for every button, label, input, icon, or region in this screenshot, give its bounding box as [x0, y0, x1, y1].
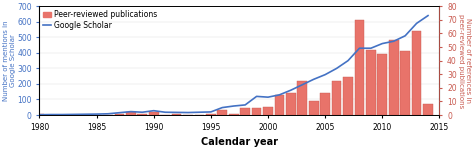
- Bar: [355, 20, 365, 115]
- Bar: [366, 50, 376, 115]
- Bar: [320, 93, 330, 115]
- Bar: [412, 31, 421, 115]
- X-axis label: Calendar year: Calendar year: [201, 137, 278, 147]
- Bar: [126, 112, 136, 115]
- Bar: [115, 114, 124, 115]
- Bar: [229, 114, 238, 115]
- Bar: [389, 40, 399, 115]
- Y-axis label: Number of mentions in
Google Scholar: Number of mentions in Google Scholar: [3, 20, 16, 101]
- Bar: [252, 108, 262, 115]
- Bar: [423, 104, 433, 115]
- Bar: [377, 54, 387, 115]
- Y-axis label: Number of references in
peer-reviewed publications: Number of references in peer-reviewed pu…: [458, 14, 471, 108]
- Bar: [137, 114, 147, 115]
- Bar: [35, 114, 44, 115]
- Bar: [218, 110, 227, 115]
- Bar: [172, 114, 182, 115]
- Bar: [149, 112, 159, 115]
- Bar: [343, 77, 353, 115]
- Legend: Peer-reviewed publications, Google Scholar: Peer-reviewed publications, Google Schol…: [42, 9, 159, 31]
- Bar: [286, 93, 296, 115]
- Bar: [274, 95, 284, 115]
- Bar: [240, 108, 250, 115]
- Bar: [298, 81, 307, 115]
- Bar: [401, 51, 410, 115]
- Bar: [263, 107, 273, 115]
- Bar: [206, 114, 216, 115]
- Bar: [309, 101, 319, 115]
- Bar: [332, 81, 341, 115]
